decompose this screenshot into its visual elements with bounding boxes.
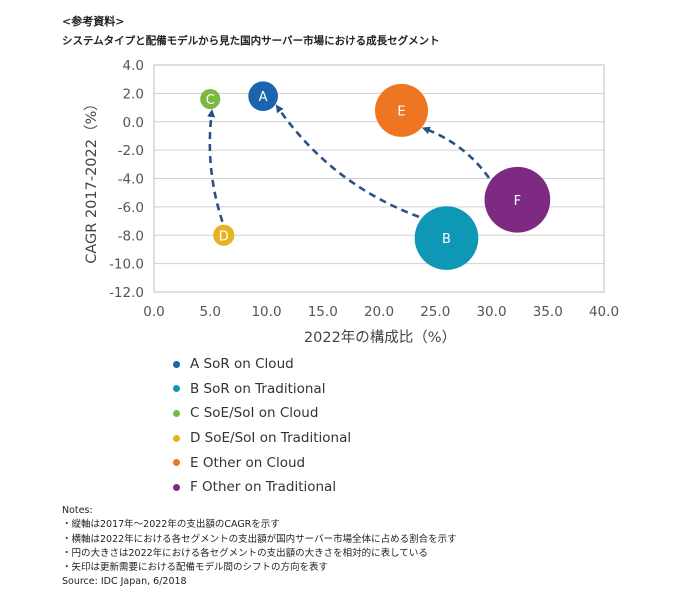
note-line: ・円の大きさは2022年における各セグメントの支出額の大きさを相対的に表している — [62, 547, 428, 559]
note-line: ・縦軸は2017年～2022年の支出額のCAGRを示す — [62, 519, 280, 531]
bubble-label: B — [442, 232, 451, 247]
y-axis-title: CAGR 2017-2022（%） — [83, 96, 100, 264]
reference-label: <参考資料> — [62, 15, 125, 28]
bubble-b — [414, 206, 479, 270]
bubble-c — [200, 88, 221, 110]
x-tick-label: 40.0 — [589, 304, 619, 320]
y-tick-label: -2.0 — [118, 143, 144, 159]
legend-dot-icon — [173, 409, 180, 417]
x-axis-title: 2022年の構成比（%） — [304, 329, 456, 346]
legend-item-f: F Other on Traditional — [173, 475, 351, 500]
x-tick-label: 25.0 — [420, 304, 450, 320]
bubble-a — [248, 81, 278, 112]
y-tick-label: 4.0 — [123, 58, 144, 74]
legend-item-e: E Other on Cloud — [173, 450, 351, 475]
bubble-label: C — [206, 93, 215, 108]
bubble-chart: 4.0 2.0 0.0 -2.0 -4.0 -6.0 -8.0 -10.0 -12.0 0.0 5.… — [83, 58, 619, 346]
plot-frame — [153, 64, 605, 293]
legend-label: D SoE/SoI on Traditional — [190, 430, 352, 447]
note-line: ・横軸は2022年における各セグメントの支出額が国内サーバー市場全体に占める割合… — [62, 533, 457, 545]
x-tick-label: 5.0 — [200, 304, 221, 320]
note-line: ・矢印は更新需要における配備モデル間のシフトの方向を表す — [62, 562, 329, 574]
legend-dot-icon — [173, 483, 180, 491]
bubble-f — [484, 166, 551, 233]
bubble-label: D — [219, 229, 229, 244]
y-tick-label: -10.0 — [109, 257, 144, 273]
legend-label: E Other on Cloud — [190, 454, 306, 471]
chart-legend: A SoR on Cloud B SoR on Traditional C So… — [173, 352, 351, 500]
notes: Notes: ・縦軸は2017年～2022年の支出額のCAGRを示す ・横軸は2… — [62, 504, 457, 590]
legend-label: B SoR on Traditional — [190, 380, 326, 397]
legend-item-b: B SoR on Traditional — [173, 377, 351, 402]
legend-dot-icon — [173, 434, 180, 442]
legend-dot-icon — [173, 385, 180, 393]
shift-arrow-b-to-a — [275, 104, 420, 219]
legend-item-c: C SoE/SoI on Cloud — [173, 401, 351, 426]
x-tick-label: 20.0 — [364, 304, 394, 320]
y-tick-label: -8.0 — [118, 228, 144, 244]
chart-title: システムタイプと配備モデルから見た国内サーバー市場における成長セグメント — [62, 35, 440, 47]
x-tick-label: 35.0 — [533, 304, 563, 320]
y-tick-label: 0.0 — [123, 115, 144, 131]
y-tick-label: -6.0 — [118, 200, 144, 216]
bubble-e — [375, 83, 428, 137]
notes-title: Notes: — [62, 505, 93, 516]
shift-arrow-f-to-e — [421, 126, 491, 179]
x-tick-label: 0.0 — [143, 304, 164, 320]
bubble-label: E — [397, 104, 405, 119]
legend-dot-icon — [173, 459, 180, 467]
x-tick-label: 30.0 — [476, 304, 506, 320]
y-tick-label: -4.0 — [118, 172, 144, 188]
y-tick-label: -12.0 — [109, 285, 144, 301]
legend-dot-icon — [173, 360, 180, 368]
legend-label: C SoE/SoI on Cloud — [190, 405, 319, 422]
bubble-label: A — [259, 90, 268, 105]
x-tick-label: 10.0 — [251, 304, 281, 320]
bubble-d — [213, 224, 235, 246]
y-tick-label: 2.0 — [123, 86, 144, 102]
legend-label: A SoR on Cloud — [190, 356, 294, 373]
source-note: Source: IDC Japan, 6/2018 — [62, 576, 187, 588]
bubble-label: F — [514, 194, 521, 209]
legend-item-d: D SoE/SoI on Traditional — [173, 426, 351, 451]
legend-item-a: A SoR on Cloud — [173, 352, 351, 377]
shift-arrow-d-to-c — [207, 109, 224, 223]
legend-label: F Other on Traditional — [190, 479, 337, 496]
x-tick-label: 15.0 — [308, 304, 338, 320]
